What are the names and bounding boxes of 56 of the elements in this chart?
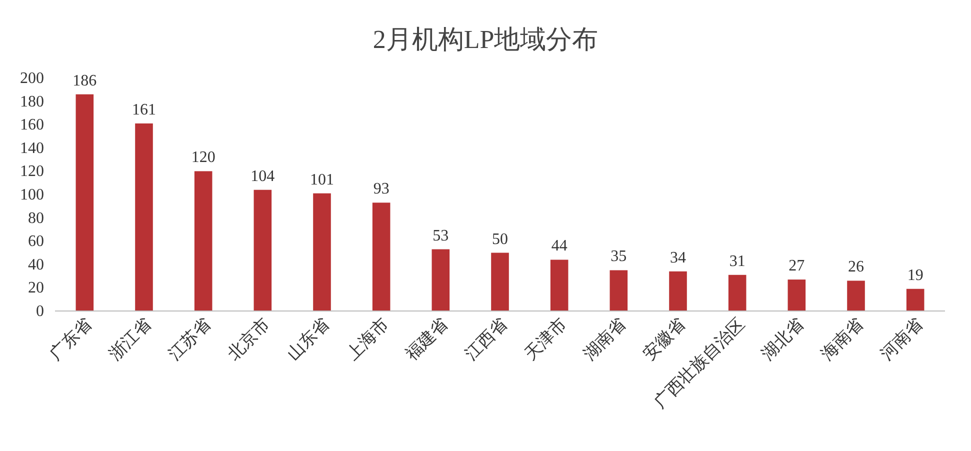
data-label: 120 [191, 149, 216, 166]
y-tick-label: 80 [28, 210, 44, 227]
bar [610, 270, 628, 311]
bar [550, 260, 568, 311]
x-tick-label: 江西省 [461, 314, 512, 365]
y-tick-label: 20 [28, 280, 44, 297]
x-tick-label: 海南省 [817, 314, 868, 365]
x-tick-label: 湖南省 [580, 314, 630, 365]
bar [432, 249, 450, 311]
x-tick-label: 福建省 [402, 314, 452, 365]
data-label: 161 [132, 101, 156, 118]
data-label: 186 [72, 72, 97, 90]
data-label: 26 [848, 258, 864, 276]
bar [135, 123, 153, 311]
x-tick-label: 广东省 [46, 314, 96, 365]
y-tick-label: 60 [28, 233, 44, 250]
x-tick-label: 天津市 [520, 314, 571, 365]
y-tick-label: 160 [20, 116, 44, 134]
bar [847, 280, 865, 311]
x-tick-label: 湖北省 [758, 314, 808, 365]
y-tick-label: 200 [20, 70, 44, 87]
y-tick-label: 40 [28, 256, 44, 274]
bar [491, 252, 509, 311]
data-label: 19 [907, 266, 924, 284]
bar [313, 193, 331, 311]
bar [669, 271, 687, 311]
data-label: 34 [670, 249, 686, 266]
x-tick-label: 上海市 [342, 314, 393, 365]
data-label: 27 [788, 258, 805, 275]
chart-title: 2月机构LP地域分布 [372, 25, 598, 54]
x-tick-label: 北京市 [224, 314, 274, 365]
y-tick-label: 0 [36, 303, 44, 320]
data-label: 101 [310, 171, 334, 188]
y-tick-label: 140 [20, 140, 44, 157]
data-label: 35 [610, 248, 627, 266]
data-label: 104 [250, 168, 275, 185]
x-tick-label: 江苏省 [164, 314, 215, 365]
data-label: 53 [432, 227, 449, 244]
data-label: 93 [373, 180, 390, 198]
y-tick-label: 120 [20, 163, 44, 180]
y-tick-label: 100 [20, 186, 44, 204]
x-tick-label: 浙江省 [105, 314, 156, 365]
bar [906, 288, 924, 311]
y-tick-label: 180 [20, 93, 44, 110]
bar [372, 202, 390, 311]
bar [254, 190, 272, 311]
bar [788, 280, 806, 311]
data-label: 50 [492, 230, 508, 248]
bar [76, 94, 94, 311]
bar [728, 274, 746, 311]
data-label: 31 [729, 252, 746, 270]
x-tick-label: 安徽省 [639, 314, 690, 365]
x-tick-label: 山东省 [283, 314, 334, 365]
data-label: 44 [551, 238, 568, 255]
bar [194, 171, 212, 311]
x-tick-label: 河南省 [876, 314, 927, 365]
